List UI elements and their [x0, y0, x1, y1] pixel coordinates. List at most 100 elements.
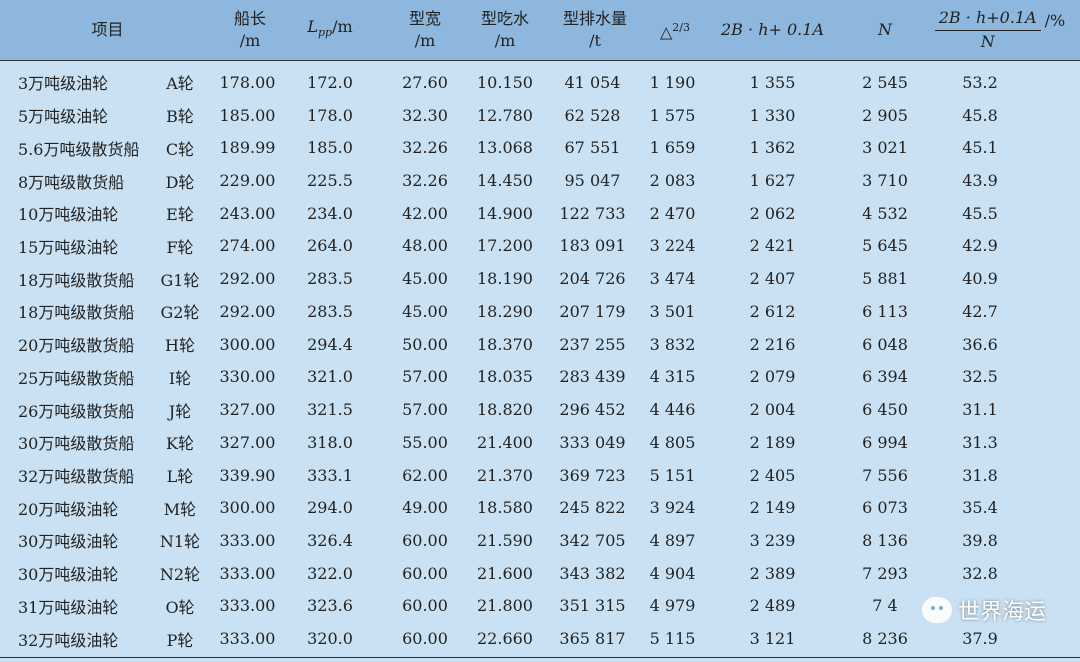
- cell-ship: C轮: [165, 139, 195, 159]
- cell-loa: 333.00: [219, 563, 276, 583]
- cell-type: 31万吨级油轮: [18, 597, 119, 617]
- cell-formula: 3 121: [749, 629, 796, 649]
- cell-draft: 18.190: [477, 269, 533, 289]
- cell-delta: 1 575: [649, 105, 696, 125]
- bottom-rule: [0, 657, 1080, 658]
- cell-type: 32万吨级散货船: [18, 467, 135, 487]
- cell-ship: E轮: [166, 205, 194, 225]
- cell-ratio: 42.9: [962, 236, 998, 256]
- cell-beam: 50.00: [402, 334, 448, 354]
- cell-n: 6 994: [862, 432, 908, 452]
- cell-draft: 18.820: [477, 400, 533, 420]
- cell-lpp: 294.4: [307, 334, 353, 354]
- cell-n: 3 021: [862, 138, 908, 158]
- cell-n: 6 113: [862, 301, 908, 321]
- cell-disp: 207 179: [559, 301, 626, 321]
- cell-delta: 3 832: [649, 334, 696, 354]
- cell-lpp: 185.0: [307, 138, 353, 158]
- cell-lpp: 322.0: [307, 563, 353, 583]
- cell-beam: 60.00: [402, 530, 448, 550]
- cell-disp: 342 705: [559, 530, 626, 550]
- cell-ratio: 43.9: [962, 171, 998, 191]
- cell-formula: 2 405: [749, 465, 796, 485]
- table-row: 30万吨级散货船 K轮 327.00 318.0 55.00 21.400 333 049 4…: [0, 426, 1080, 459]
- cell-ratio: 45.5: [962, 203, 998, 223]
- watermark: 世界海运: [921, 594, 1046, 626]
- cell-n: 6 394: [862, 367, 908, 387]
- cell-loa: 333.00: [219, 530, 276, 550]
- cell-ratio: 53.2: [962, 72, 998, 92]
- cell-ship: H轮: [165, 336, 195, 356]
- table-row: 31万吨级油轮 O轮 333.00 323.6 60.00 21.800 351 315 4 …: [0, 590, 1080, 623]
- cell-loa: 229.00: [219, 171, 276, 191]
- cell-formula: 3 239: [749, 530, 796, 550]
- cell-loa: 300.00: [219, 334, 276, 354]
- cell-lpp: 264.0: [307, 236, 353, 256]
- cell-delta: 3 924: [649, 498, 696, 518]
- cell-draft: 18.035: [477, 367, 533, 387]
- cell-delta: 2 083: [649, 171, 696, 191]
- header-loa: 船长/m: [233, 9, 266, 50]
- table-row: 18万吨级散货船 G2轮 292.00 283.5 45.00 18.290 207 179…: [0, 295, 1080, 328]
- cell-disp: 369 723: [559, 465, 626, 485]
- cell-formula: 2 149: [749, 498, 796, 518]
- cell-loa: 292.00: [219, 301, 276, 321]
- header-draft: 型吃水/m: [480, 9, 529, 50]
- cell-loa: 327.00: [219, 400, 276, 420]
- cell-formula: 2 004: [749, 400, 796, 420]
- cell-n: 7 293: [862, 563, 908, 583]
- cell-loa: 189.99: [219, 138, 276, 158]
- table-row: 25万吨级散货船 I轮 330.00 321.0 57.00 18.035 283 439 4…: [0, 361, 1080, 394]
- cell-disp: 351 315: [559, 596, 626, 616]
- cell-draft: 21.400: [477, 432, 533, 452]
- cell-n: 2 545: [862, 72, 908, 92]
- cell-ratio: 40.9: [962, 269, 998, 289]
- cell-n: 8 136: [862, 530, 908, 550]
- cell-beam: 57.00: [402, 400, 448, 420]
- cell-disp: 41 054: [564, 72, 621, 92]
- cell-ship: D轮: [165, 172, 195, 192]
- cell-lpp: 225.5: [307, 171, 353, 191]
- cell-delta: 4 446: [649, 400, 696, 420]
- cell-delta: 4 904: [649, 563, 696, 583]
- cell-n: 6 073: [862, 498, 908, 518]
- cell-disp: 204 726: [559, 269, 626, 289]
- header-beam: 型宽/m: [408, 9, 441, 50]
- cell-beam: 49.00: [402, 498, 448, 518]
- cell-disp: 245 822: [559, 498, 626, 518]
- cell-delta: 4 315: [649, 367, 696, 387]
- cell-n: 5 645: [862, 236, 908, 256]
- cell-beam: 62.00: [402, 465, 448, 485]
- cell-ship: G1轮: [160, 270, 200, 290]
- table-row: 26万吨级散货船 J轮 327.00 321.5 57.00 18.820 296 452 4…: [0, 393, 1080, 426]
- cell-type: 30万吨级散货船: [18, 434, 135, 454]
- cell-ship: G2轮: [160, 303, 200, 323]
- cell-lpp: 333.1: [307, 465, 353, 485]
- cell-formula: 1 330: [749, 105, 796, 125]
- cell-lpp: 320.0: [307, 629, 353, 649]
- header-rule: [0, 60, 1080, 61]
- cell-loa: 185.00: [219, 105, 276, 125]
- table-row: 10万吨级油轮 E轮 243.00 234.0 42.00 14.900 122 733 2 …: [0, 197, 1080, 230]
- cell-n: 3 710: [862, 171, 908, 191]
- table-row: 18万吨级散货船 G1轮 292.00 283.5 45.00 18.190 204 726…: [0, 262, 1080, 295]
- cell-beam: 27.60: [402, 72, 448, 92]
- cell-ratio: 36.6: [962, 334, 998, 354]
- cell-delta: 5 115: [649, 629, 696, 649]
- cell-disp: 237 255: [559, 334, 626, 354]
- cell-ratio: 35.4: [962, 498, 998, 518]
- cell-ship: N1轮: [159, 532, 201, 552]
- cell-disp: 95 047: [564, 171, 621, 191]
- cell-formula: 2 389: [749, 563, 796, 583]
- cell-ship: K轮: [166, 434, 194, 454]
- cell-ship: F轮: [166, 237, 194, 257]
- cell-n: 7 556: [862, 465, 908, 485]
- cell-beam: 60.00: [402, 596, 448, 616]
- cell-type: 8万吨级散货船: [18, 172, 125, 192]
- watermark-text: 世界海运: [957, 600, 1046, 625]
- cell-n: 2 905: [862, 105, 908, 125]
- cell-ratio: 37.9: [962, 629, 998, 649]
- cell-loa: 178.00: [219, 72, 276, 92]
- cell-type: 20万吨级散货船: [18, 336, 135, 356]
- cell-draft: 18.370: [477, 334, 533, 354]
